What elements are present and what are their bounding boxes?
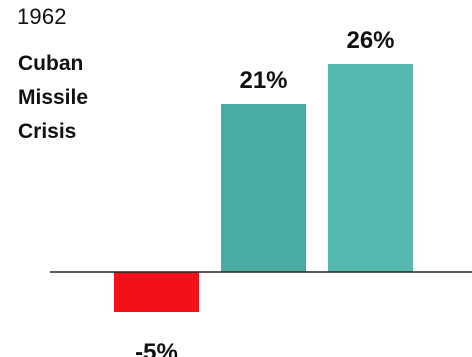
chart-title-line: Crisis xyxy=(18,120,77,143)
bar-value-label: 21% xyxy=(239,67,287,94)
bar-3 xyxy=(328,64,413,272)
bars-group xyxy=(114,64,413,312)
bar-value-label: -5% xyxy=(135,339,178,357)
bar-value-label: 26% xyxy=(346,27,394,54)
chart-year: 1962 xyxy=(17,4,67,29)
chart-title: Cuban Missile Crisis xyxy=(18,47,158,149)
bar-1 xyxy=(114,272,199,312)
labels-group: -5% 21% 26% xyxy=(135,27,394,357)
bar-2 xyxy=(221,104,306,272)
chart-title-line: Missile xyxy=(18,86,89,109)
chart-title-line: Cuban xyxy=(18,52,84,75)
